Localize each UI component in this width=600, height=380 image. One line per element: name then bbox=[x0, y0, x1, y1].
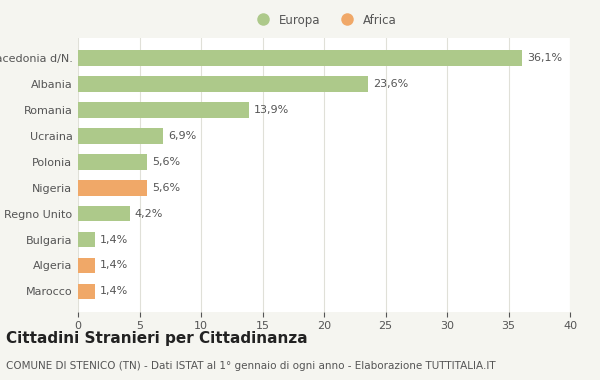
Text: 1,4%: 1,4% bbox=[100, 260, 128, 271]
Text: 1,4%: 1,4% bbox=[100, 287, 128, 296]
Bar bbox=[78, 76, 368, 92]
Text: 36,1%: 36,1% bbox=[527, 53, 562, 63]
Text: 5,6%: 5,6% bbox=[152, 183, 180, 193]
Bar bbox=[78, 232, 95, 247]
Bar bbox=[78, 258, 95, 273]
Text: 5,6%: 5,6% bbox=[152, 157, 180, 167]
Bar bbox=[78, 206, 130, 222]
Text: 4,2%: 4,2% bbox=[134, 209, 163, 218]
Text: 6,9%: 6,9% bbox=[168, 131, 196, 141]
Bar bbox=[78, 283, 95, 299]
Bar bbox=[78, 154, 147, 169]
Text: 13,9%: 13,9% bbox=[254, 105, 289, 115]
Text: Cittadini Stranieri per Cittadinanza: Cittadini Stranieri per Cittadinanza bbox=[6, 331, 308, 345]
Bar bbox=[78, 51, 522, 66]
Bar bbox=[78, 102, 249, 118]
Bar bbox=[78, 128, 163, 144]
Legend: Europa, Africa: Europa, Africa bbox=[251, 14, 397, 27]
Text: 23,6%: 23,6% bbox=[373, 79, 409, 89]
Text: 1,4%: 1,4% bbox=[100, 234, 128, 245]
Bar bbox=[78, 180, 147, 196]
Text: COMUNE DI STENICO (TN) - Dati ISTAT al 1° gennaio di ogni anno - Elaborazione TU: COMUNE DI STENICO (TN) - Dati ISTAT al 1… bbox=[6, 361, 496, 371]
